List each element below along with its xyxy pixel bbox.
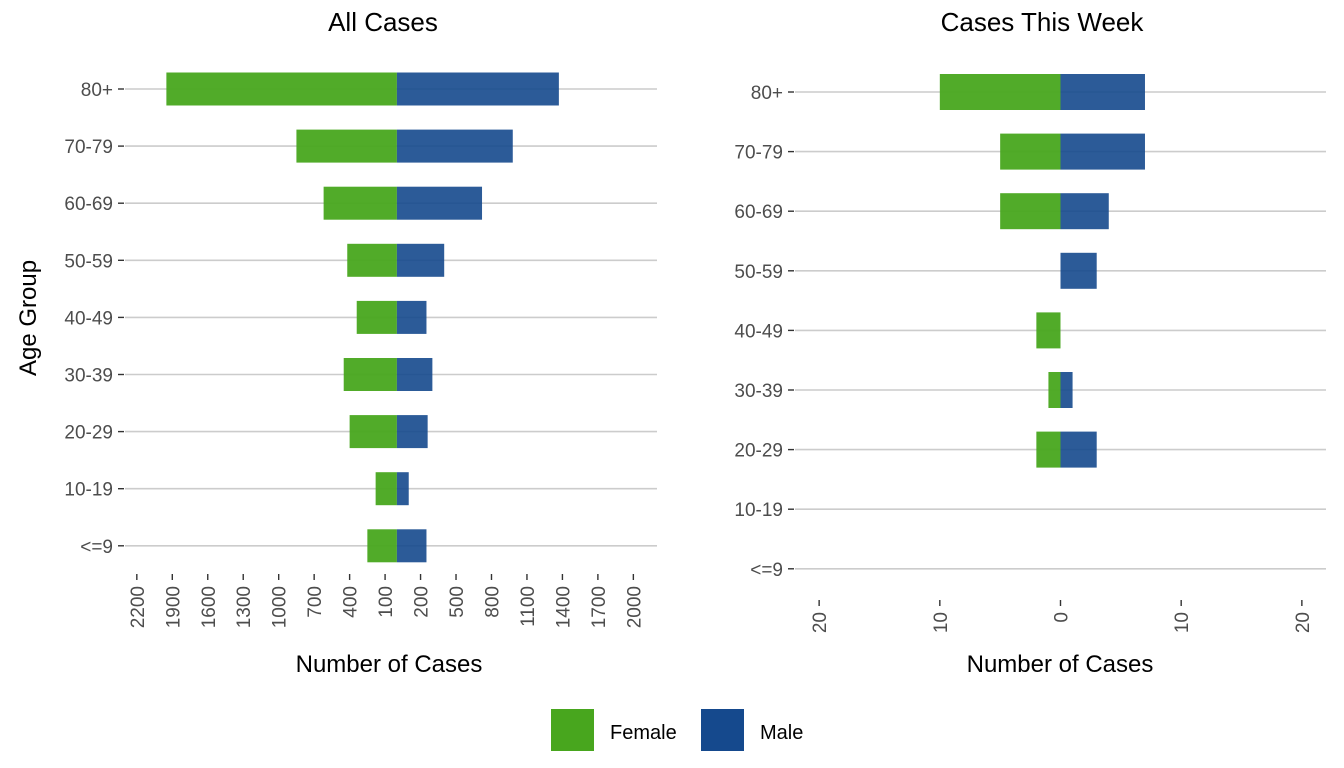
x-axis-title: Number of Cases: [296, 651, 483, 678]
bar-male: [396, 72, 559, 106]
bar-female: [296, 129, 397, 163]
x-tick-label: 1600: [199, 586, 220, 628]
x-tick-label: 0: [1052, 612, 1073, 623]
x-tick-label: 800: [482, 586, 503, 618]
x-tick-label: 10: [1172, 612, 1193, 633]
y-tick-label: 30-39: [734, 381, 783, 402]
bar-male: [396, 415, 428, 449]
y-tick-label: 50-59: [64, 251, 113, 272]
y-tick-label: 70-79: [64, 137, 113, 158]
y-tick-label: 20-29: [734, 441, 783, 462]
bar-female: [375, 472, 397, 506]
bar-female: [323, 186, 397, 220]
bar-female: [1036, 431, 1061, 468]
y-tick-label: 70-79: [734, 143, 783, 164]
x-tick-label: 20: [810, 612, 831, 633]
y-tick-label: 30-39: [64, 366, 113, 387]
x-tick-label: 500: [447, 586, 468, 618]
y-tick-label: 10-19: [64, 480, 113, 501]
bar-male: [396, 129, 513, 163]
bar-female: [1000, 193, 1061, 230]
bar-female: [1000, 133, 1061, 170]
bar-female: [939, 74, 1061, 110]
x-tick-label: 1900: [163, 586, 184, 628]
y-tick-label: 50-59: [734, 262, 783, 283]
legend-swatch-female: [551, 709, 594, 751]
legend-label-female: Female: [610, 722, 677, 744]
y-tick-label: 10-19: [734, 500, 783, 521]
x-tick-label: 2200: [128, 586, 149, 628]
x-tick-label: 20: [1293, 612, 1314, 633]
legend-swatch-male: [701, 709, 744, 751]
bar-male: [396, 472, 409, 506]
panel-title: Cases This Week: [941, 7, 1145, 37]
legend: Female Male: [551, 709, 803, 751]
panel-all-cases: All Cases 80+ 70-79 60-69 50-59 40-49 30-39 20-…: [15, 7, 657, 678]
x-tick-label: 10: [931, 612, 952, 633]
x-tick-label: 100: [376, 586, 397, 618]
bar-male: [396, 300, 427, 334]
bar-male: [1060, 252, 1097, 289]
x-tick-label: 700: [305, 586, 326, 618]
bar-female: [349, 415, 397, 449]
y-axis-title: Age Group: [15, 260, 42, 376]
bar-female: [356, 300, 397, 334]
x-tick-label: 1400: [553, 586, 574, 628]
y-tick-label: 20-29: [64, 423, 113, 444]
x-tick-label: 1100: [518, 586, 539, 627]
bar-male: [1060, 74, 1145, 110]
bar-male: [1060, 372, 1073, 408]
y-tick-label: 80+: [751, 83, 783, 104]
bar-female: [367, 529, 397, 563]
bar-female: [347, 243, 397, 277]
bar-male: [396, 243, 445, 277]
bar-male: [396, 358, 433, 391]
bar-male: [1060, 431, 1097, 468]
x-tick-label: 1300: [234, 586, 255, 628]
bar-female: [1036, 312, 1061, 349]
bar-female: [1048, 372, 1061, 408]
legend-label-male: Male: [760, 722, 803, 744]
bar-male: [396, 529, 427, 563]
x-tick-label: 200: [412, 586, 433, 618]
y-tick-label: 40-49: [734, 321, 783, 342]
bar-male: [396, 186, 483, 220]
bar-female: [343, 358, 397, 391]
bar-male: [1060, 133, 1145, 170]
x-tick-label: 400: [341, 586, 362, 618]
y-tick-label: 40-49: [64, 308, 113, 329]
bar-male: [1060, 193, 1109, 230]
y-tick-label: 80+: [81, 80, 113, 101]
x-tick-label: 1000: [270, 586, 291, 628]
panel-title: All Cases: [328, 7, 438, 37]
bar-female: [166, 72, 397, 106]
x-tick-label: 1700: [589, 586, 610, 628]
y-tick-label: 60-69: [64, 194, 113, 215]
y-tick-label: <=9: [750, 560, 783, 581]
y-tick-label: <=9: [80, 537, 113, 558]
panel-cases-this-week: Cases This Week 80+ 70-79 60-69 50-59 40-49 30…: [734, 7, 1326, 678]
y-tick-label: 60-69: [734, 202, 783, 223]
x-tick-label: 2000: [624, 586, 645, 628]
x-axis-title: Number of Cases: [967, 651, 1154, 678]
